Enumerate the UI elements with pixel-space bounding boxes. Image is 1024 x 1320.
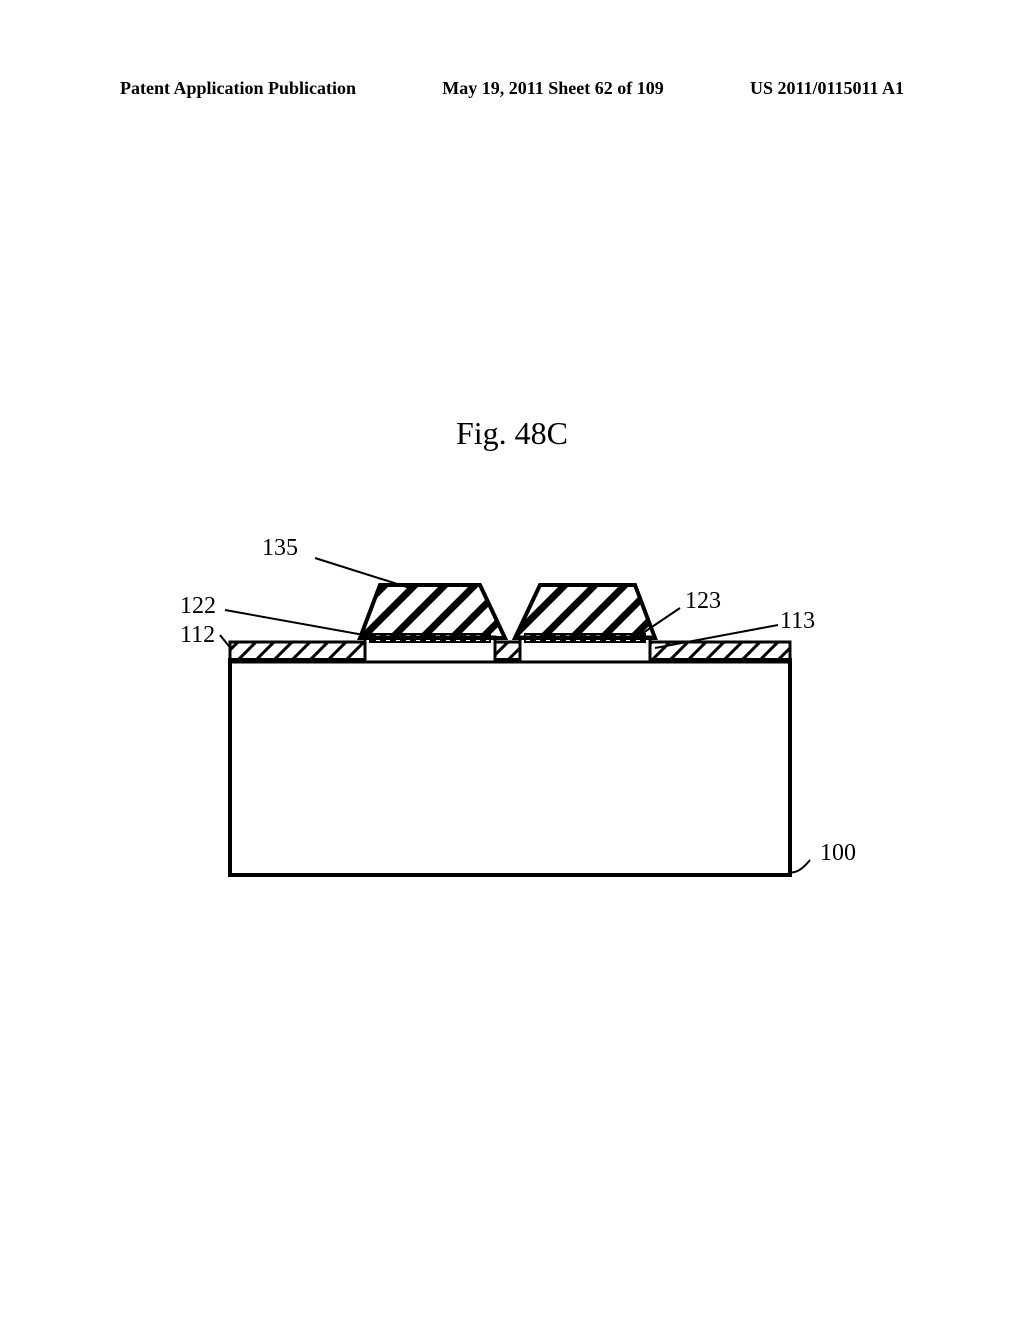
label-112: 112 xyxy=(180,622,215,649)
label-122: 122 xyxy=(180,593,216,620)
label-123: 123 xyxy=(685,588,721,615)
label-135: 135 xyxy=(262,535,298,562)
leader-135 xyxy=(315,558,410,588)
layer-112 xyxy=(230,642,790,662)
header-center: May 19, 2011 Sheet 62 of 109 xyxy=(442,78,663,99)
label-100: 100 xyxy=(820,840,856,867)
cap-left-135 xyxy=(360,585,505,638)
label-113: 113 xyxy=(780,608,815,635)
header-left: Patent Application Publication xyxy=(120,78,356,99)
figure-title: Fig. 48C xyxy=(456,415,568,452)
header-right: US 2011/0115011 A1 xyxy=(750,78,904,99)
leader-122 xyxy=(225,610,375,637)
diagram-container: 135 122 112 123 113 100 xyxy=(170,530,870,930)
cross-section-diagram xyxy=(170,530,870,930)
cap-right xyxy=(515,585,655,638)
substrate-100 xyxy=(230,660,790,875)
